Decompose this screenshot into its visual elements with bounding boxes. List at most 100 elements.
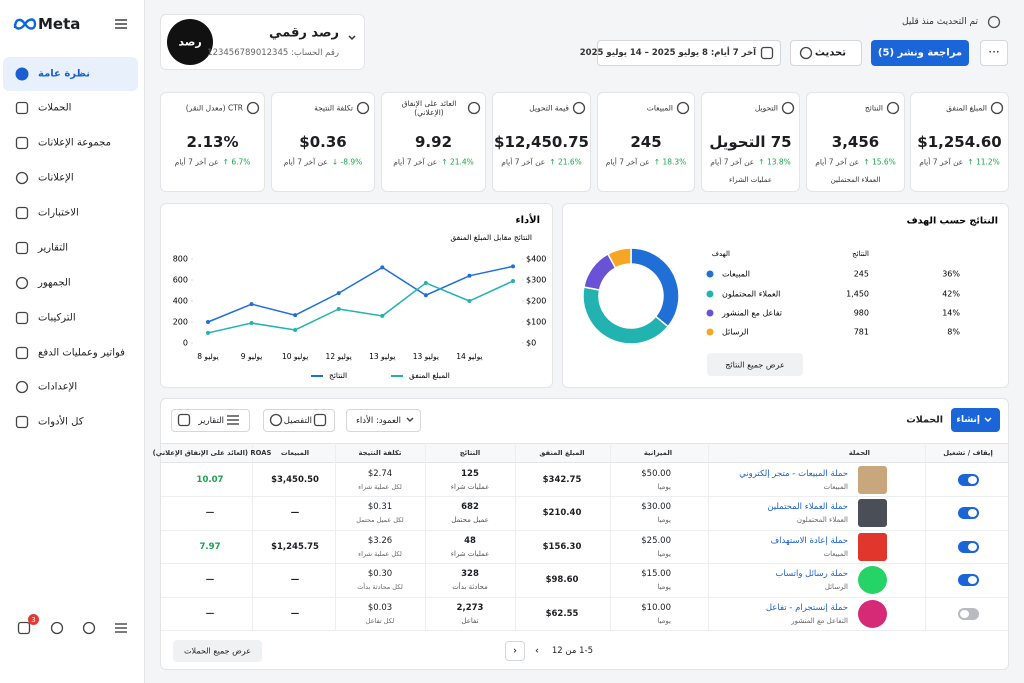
sales: — <box>290 608 300 619</box>
campaign-thumb <box>858 465 887 494</box>
icon-shape <box>15 136 29 150</box>
column-header: ROAS (العائد على الإنفاق الإعلاني) <box>152 449 272 457</box>
legend-dot <box>706 270 714 278</box>
goals-chart: النتائج حسب الهدف المبيعات 245 36% العملاء ا… <box>582 216 998 345</box>
next-arrow[interactable]: › <box>535 645 539 657</box>
cost: $3.26 <box>367 535 393 546</box>
icon-shape <box>572 101 586 115</box>
notification-count: 3 <box>31 615 36 624</box>
nav-item[interactable]: الإعلانات <box>38 172 74 184</box>
spent: $156.30 <box>542 541 582 552</box>
nav-item[interactable]: مجموعة الإعلانات <box>38 137 111 149</box>
toggle-knob <box>968 509 977 517</box>
y-tick-label: 800 <box>173 255 188 264</box>
table-header <box>161 443 1008 463</box>
goal-name: تفاعل مع المنشور <box>721 309 782 318</box>
column-divider <box>610 443 611 630</box>
y-tick-label: 0 <box>183 339 188 348</box>
nav-item[interactable]: فواتير وعمليات الدفع <box>38 347 125 359</box>
point <box>423 280 428 285</box>
kpi-change: ↑ 6.7% <box>223 158 251 167</box>
toggle-knob <box>968 542 977 551</box>
icon-shape <box>15 241 29 255</box>
kpi-change-row: ↑ 13.8% عن آخر 7 أيام <box>710 158 791 167</box>
date-button[interactable] <box>597 40 781 66</box>
kpi-arrow: ↑ <box>967 157 976 167</box>
performance-chart: الأداء النتائج مقابل المبلغ المنفق 0 200 400… <box>173 213 547 380</box>
icon-shape <box>348 35 356 41</box>
campaign-name[interactable]: حملة المبيعات - متجر إلكتروني <box>739 468 848 479</box>
legend-dot <box>706 309 714 317</box>
line <box>207 280 514 334</box>
goal-percent: 14% <box>942 309 960 318</box>
campaign-name[interactable]: حملة رسائل واتساب <box>775 569 848 579</box>
donut-slice <box>630 247 680 328</box>
nav-item[interactable]: التركيبات <box>38 312 76 324</box>
create-label: إنشاء <box>956 415 980 425</box>
x-tick-label: 10 يوليو <box>282 352 308 361</box>
icon-shape <box>15 346 29 360</box>
point <box>511 279 515 284</box>
legend-label: النتائج <box>329 371 347 380</box>
view-campaigns-button[interactable] <box>173 640 262 662</box>
x-tick-label: 13 يوليو <box>413 352 439 361</box>
icon <box>984 417 992 423</box>
point <box>467 273 472 278</box>
kpi-change-value: -8.9% <box>340 157 363 167</box>
more-button[interactable] <box>980 40 1008 66</box>
results-header: النتائج <box>852 250 869 258</box>
kpi-change: ↑ 11.2% <box>967 158 1000 167</box>
campaign-thumb <box>858 532 887 561</box>
columns-button[interactable] <box>346 409 421 432</box>
nav-item[interactable]: نظرة عامة <box>38 68 90 80</box>
nav-item[interactable]: الإعدادات <box>38 381 78 393</box>
icon <box>987 15 1001 29</box>
results: 328 <box>461 569 479 579</box>
icon <box>17 621 31 635</box>
view-results-button[interactable] <box>707 353 803 376</box>
y-tick-label: 200 <box>173 318 188 327</box>
toggle-knob <box>968 576 977 584</box>
kpi-label: العائد على الإنفاق (الإعلاني) <box>401 99 457 117</box>
icon-shape <box>15 171 29 185</box>
reports-label: التقارير <box>198 415 224 426</box>
kpi-arrow: ↑ <box>222 157 232 167</box>
campaign-name[interactable]: حملة إنستجرام - تفاعل <box>765 602 848 613</box>
goal-results: 980 <box>854 309 869 318</box>
result-type: تفاعل <box>461 616 479 625</box>
column-header: تكلفة النتيجة <box>358 449 402 457</box>
nav-item[interactable]: كل الأدوات <box>38 416 84 428</box>
legend-label: المبلغ المنفق <box>409 371 450 380</box>
kpi-value: $1,254.60 <box>917 133 1002 151</box>
point <box>293 313 298 318</box>
roas: — <box>205 508 215 518</box>
campaign-name[interactable]: حملة العملاء المحتملين <box>767 502 848 512</box>
spent: $62.55 <box>545 608 579 619</box>
roas: 7.97 <box>199 541 221 552</box>
kpi-arrow: ↑ <box>758 157 767 167</box>
date-range: آخر 7 أيام: 8 يوليو 2025 – 14 يوليو 2025 <box>579 48 756 58</box>
budget: $25.00 <box>641 535 671 546</box>
icon <box>467 101 481 115</box>
nav-item[interactable]: الجمهور <box>38 277 71 289</box>
reports-button[interactable] <box>171 409 250 432</box>
account-name: رصد رقمي <box>269 25 339 41</box>
budget-period: يوميا <box>657 482 671 491</box>
nav-item[interactable]: التقارير <box>38 242 69 254</box>
review-button[interactable] <box>871 40 969 66</box>
kpi-note: عن آخر 7 أيام <box>710 157 755 167</box>
prev-page[interactable] <box>505 641 525 661</box>
create-button[interactable] <box>951 408 1000 432</box>
goal-name: العملاء المحتملون <box>722 290 780 299</box>
sales: $3,450.50 <box>271 474 319 485</box>
icon-shape <box>987 15 1001 29</box>
kpi-label: النتائج <box>864 103 883 113</box>
column-header: المبيعات <box>280 449 310 457</box>
cost: $0.30 <box>367 569 393 579</box>
campaign-name[interactable]: حملة إعادة الاستهداف <box>770 535 848 546</box>
nav-item[interactable]: الحملات <box>38 102 72 114</box>
icon-shape <box>177 413 191 427</box>
nav-item[interactable]: الاختبارات <box>38 207 79 219</box>
refresh-button[interactable] <box>790 40 862 66</box>
icon <box>781 101 795 115</box>
